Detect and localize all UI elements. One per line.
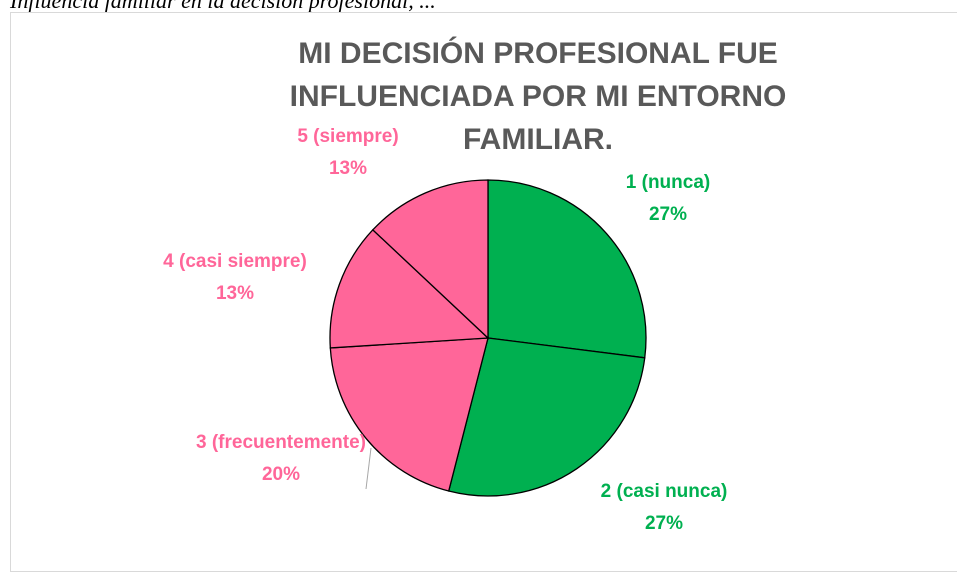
value-label: 13% bbox=[328, 158, 368, 179]
value-label: 13% bbox=[215, 283, 255, 304]
data-label: 2 (casi nunca) 27% bbox=[544, 476, 784, 540]
chart-title: MI DECISIÓN PROFESIONAL FUE INFLUENCIADA… bbox=[289, 37, 787, 156]
value-label: 20% bbox=[261, 464, 301, 485]
page: {"caption": "Influencia familiar en la d… bbox=[10, 0, 957, 572]
category-label: 3 (frecuentemente) bbox=[196, 432, 366, 453]
data-label: 3 (frecuentemente) 20% bbox=[191, 427, 371, 491]
leader-line bbox=[365, 447, 372, 490]
caption: Influencia familiar en la decisión profe… bbox=[10, 0, 436, 13]
data-label: 1 (nunca) 27% bbox=[548, 167, 788, 231]
pie-slice bbox=[447, 337, 646, 497]
value-label: 27% bbox=[648, 204, 688, 225]
pie-slice bbox=[371, 179, 489, 340]
category-label: 1 (nunca) bbox=[625, 172, 711, 193]
category-label: 4 (casi siempre) bbox=[163, 251, 307, 272]
pie-slice bbox=[329, 228, 490, 349]
chart bbox=[329, 179, 647, 497]
pie-slice bbox=[487, 179, 647, 359]
pie-slice bbox=[329, 337, 489, 492]
data-label: 5 (siempre) 13% bbox=[228, 121, 468, 185]
category-label: 2 (casi nunca) bbox=[600, 481, 728, 502]
data-label: 4 (casi siempre) 13% bbox=[115, 246, 355, 310]
category-label: 5 (siempre) bbox=[297, 126, 399, 147]
value-label: 27% bbox=[644, 513, 684, 534]
